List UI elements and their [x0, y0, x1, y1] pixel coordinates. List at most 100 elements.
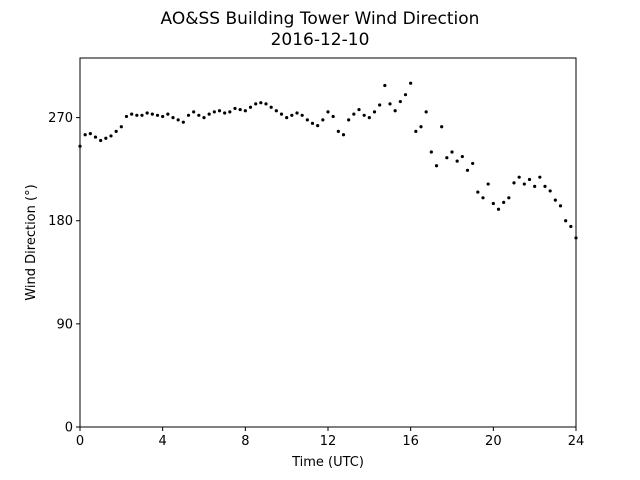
data-point — [150, 112, 154, 116]
y-tick-label: 270 — [48, 111, 73, 126]
data-point — [502, 200, 506, 204]
data-point — [305, 118, 309, 122]
data-point — [476, 190, 480, 194]
data-point — [383, 83, 387, 88]
y-tick-label: 0 — [65, 421, 73, 436]
data-point — [279, 112, 284, 116]
data-point — [522, 182, 526, 186]
data-point — [481, 196, 485, 200]
data-point — [347, 118, 351, 122]
data-point — [403, 93, 408, 97]
data-point — [290, 113, 294, 117]
data-point — [414, 129, 418, 133]
data-point — [243, 109, 247, 113]
data-point — [424, 110, 428, 114]
data-point — [83, 133, 87, 137]
data-point — [300, 113, 304, 117]
data-point — [140, 113, 144, 117]
chart-subtitle: 2016-12-10 — [271, 30, 370, 50]
data-point — [186, 113, 191, 117]
data-point — [171, 115, 175, 120]
data-point — [166, 112, 170, 116]
data-point — [357, 107, 361, 112]
data-point — [341, 133, 346, 137]
data-point — [533, 184, 537, 188]
data-point — [269, 105, 273, 109]
data-point — [104, 136, 108, 140]
data-point — [548, 189, 552, 193]
data-point — [367, 115, 371, 120]
data-point — [429, 150, 433, 154]
data-point — [238, 107, 242, 112]
data-point — [558, 204, 563, 208]
data-point — [212, 110, 216, 114]
data-point — [507, 196, 511, 200]
x-tick-label: 4 — [159, 434, 167, 449]
data-point — [486, 182, 490, 186]
data-point — [145, 111, 149, 115]
data-point — [362, 113, 366, 117]
data-point — [197, 113, 201, 117]
data-point — [553, 198, 557, 202]
data-point — [316, 124, 320, 128]
data-point — [181, 120, 185, 124]
data-point — [155, 113, 160, 117]
x-tick-label: 12 — [320, 434, 337, 449]
x-tick-label: 8 — [241, 434, 249, 449]
data-point — [569, 224, 573, 229]
y-axis-label: Wind Direction (°) — [24, 184, 39, 300]
data-point — [99, 138, 103, 143]
data-point — [471, 161, 475, 166]
data-point — [372, 110, 377, 114]
y-axis-ticks: 0 90 180 270 — [48, 111, 80, 436]
data-point — [398, 99, 402, 104]
x-axis-ticks: 0 4 8 12 16 20 24 — [76, 427, 584, 449]
data-point — [378, 103, 382, 107]
x-axis-label: Time (UTC) — [291, 455, 364, 470]
data-point — [274, 109, 278, 113]
data-point — [465, 168, 470, 172]
x-tick-label: 16 — [402, 434, 419, 449]
data-point — [228, 110, 232, 114]
data-point — [326, 110, 330, 114]
data-point — [445, 156, 449, 160]
data-point — [248, 105, 253, 109]
data-point — [496, 207, 501, 211]
x-tick-label: 20 — [485, 434, 502, 449]
data-point — [393, 109, 397, 113]
data-point — [264, 102, 268, 106]
x-tick-label: 24 — [568, 434, 585, 449]
data-point — [114, 129, 118, 133]
data-point — [285, 115, 289, 120]
data-point — [161, 114, 165, 119]
data-point — [135, 113, 139, 117]
data-point — [564, 219, 568, 223]
y-tick-label: 180 — [48, 214, 73, 229]
data-point — [450, 150, 454, 154]
data-point — [527, 177, 532, 182]
data-point — [434, 164, 439, 168]
data-point — [88, 132, 92, 136]
data-point — [460, 154, 464, 159]
data-point — [538, 175, 542, 179]
data-point — [119, 125, 123, 129]
data-point — [512, 181, 516, 185]
data-point — [130, 112, 134, 116]
data-point — [543, 184, 547, 188]
scatter-points — [78, 81, 578, 240]
data-point — [491, 201, 495, 206]
chart-title: AO&SS Building Tower Wind Direction — [161, 9, 480, 29]
data-point — [223, 111, 227, 115]
x-tick-label: 0 — [76, 434, 84, 449]
data-point — [233, 106, 237, 111]
data-point — [192, 110, 196, 114]
data-point — [331, 114, 335, 119]
data-point — [259, 101, 263, 105]
data-point — [455, 159, 459, 163]
data-point — [217, 109, 222, 113]
data-point — [109, 134, 113, 138]
data-point — [176, 118, 180, 122]
data-point — [440, 125, 444, 129]
data-point — [124, 114, 129, 119]
